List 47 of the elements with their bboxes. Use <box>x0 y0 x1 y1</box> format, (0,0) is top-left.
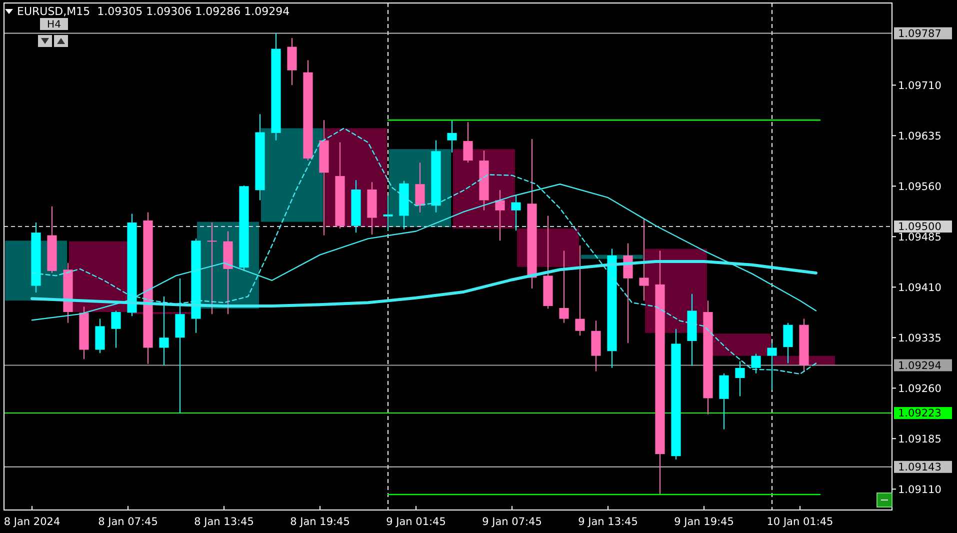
x-tick-label: 8 Jan 13:45 <box>194 516 254 528</box>
y-tick-label: 1.09110 <box>898 484 942 496</box>
ref-line-label: 1.09787 <box>898 28 942 40</box>
x-tick-label: 9 Jan 19:45 <box>674 516 734 528</box>
candlestick <box>751 353 761 374</box>
candlestick <box>463 122 473 164</box>
candlestick <box>623 242 633 344</box>
ref-line-label: 1.09223 <box>898 408 942 420</box>
x-tick-label: 8 Jan 19:45 <box>290 516 350 528</box>
y-tick-label: 1.09185 <box>898 433 942 446</box>
candlestick <box>207 222 217 315</box>
candlestick <box>159 296 169 366</box>
chart-title: EURUSD,M15 1.09305 1.09306 1.09286 1.09294 <box>17 5 290 18</box>
candlestick <box>783 322 793 364</box>
y-tick-label: 1.09410 <box>898 282 942 294</box>
candlestick <box>95 318 105 354</box>
candlestick <box>767 342 777 391</box>
candlestick <box>287 38 297 86</box>
candlestick <box>575 244 585 336</box>
candlestick <box>447 120 457 153</box>
candlestick <box>175 278 185 414</box>
annotation: H4 <box>47 20 61 30</box>
y-tick-label: 1.09485 <box>898 231 942 244</box>
candlestick <box>639 218 649 302</box>
y-tick-label: 1.09560 <box>898 180 942 193</box>
candlestick <box>511 195 521 232</box>
y-tick-label: 1.09260 <box>898 382 942 395</box>
y-tick-label: 1.09335 <box>898 332 942 344</box>
ref-line-label: 1.09143 <box>898 462 942 474</box>
candlestick <box>415 162 425 213</box>
ref-line-label: 1.09500 <box>898 221 942 234</box>
candlestick <box>495 190 505 242</box>
candlestick <box>111 310 121 348</box>
y-tick-label: 1.09710 <box>898 80 942 92</box>
ref-line-label: 1.09294 <box>898 360 942 372</box>
x-tick-label: 9 Jan 13:45 <box>578 516 638 528</box>
x-tick-label: 8 Jan 07:45 <box>98 516 158 528</box>
x-tick-label: 8 Jan 2024 <box>4 516 60 528</box>
candlestick <box>559 250 569 324</box>
x-tick-label: 10 Jan 01:45 <box>766 516 834 528</box>
x-tick-label: 9 Jan 01:45 <box>386 516 446 528</box>
x-tick-label: 9 Jan 07:45 <box>482 516 542 528</box>
y-tick-label: 1.09635 <box>898 130 942 142</box>
candlestick <box>383 195 393 232</box>
candlestick <box>735 360 745 397</box>
candlestick <box>719 372 729 430</box>
line-series <box>31 128 817 375</box>
